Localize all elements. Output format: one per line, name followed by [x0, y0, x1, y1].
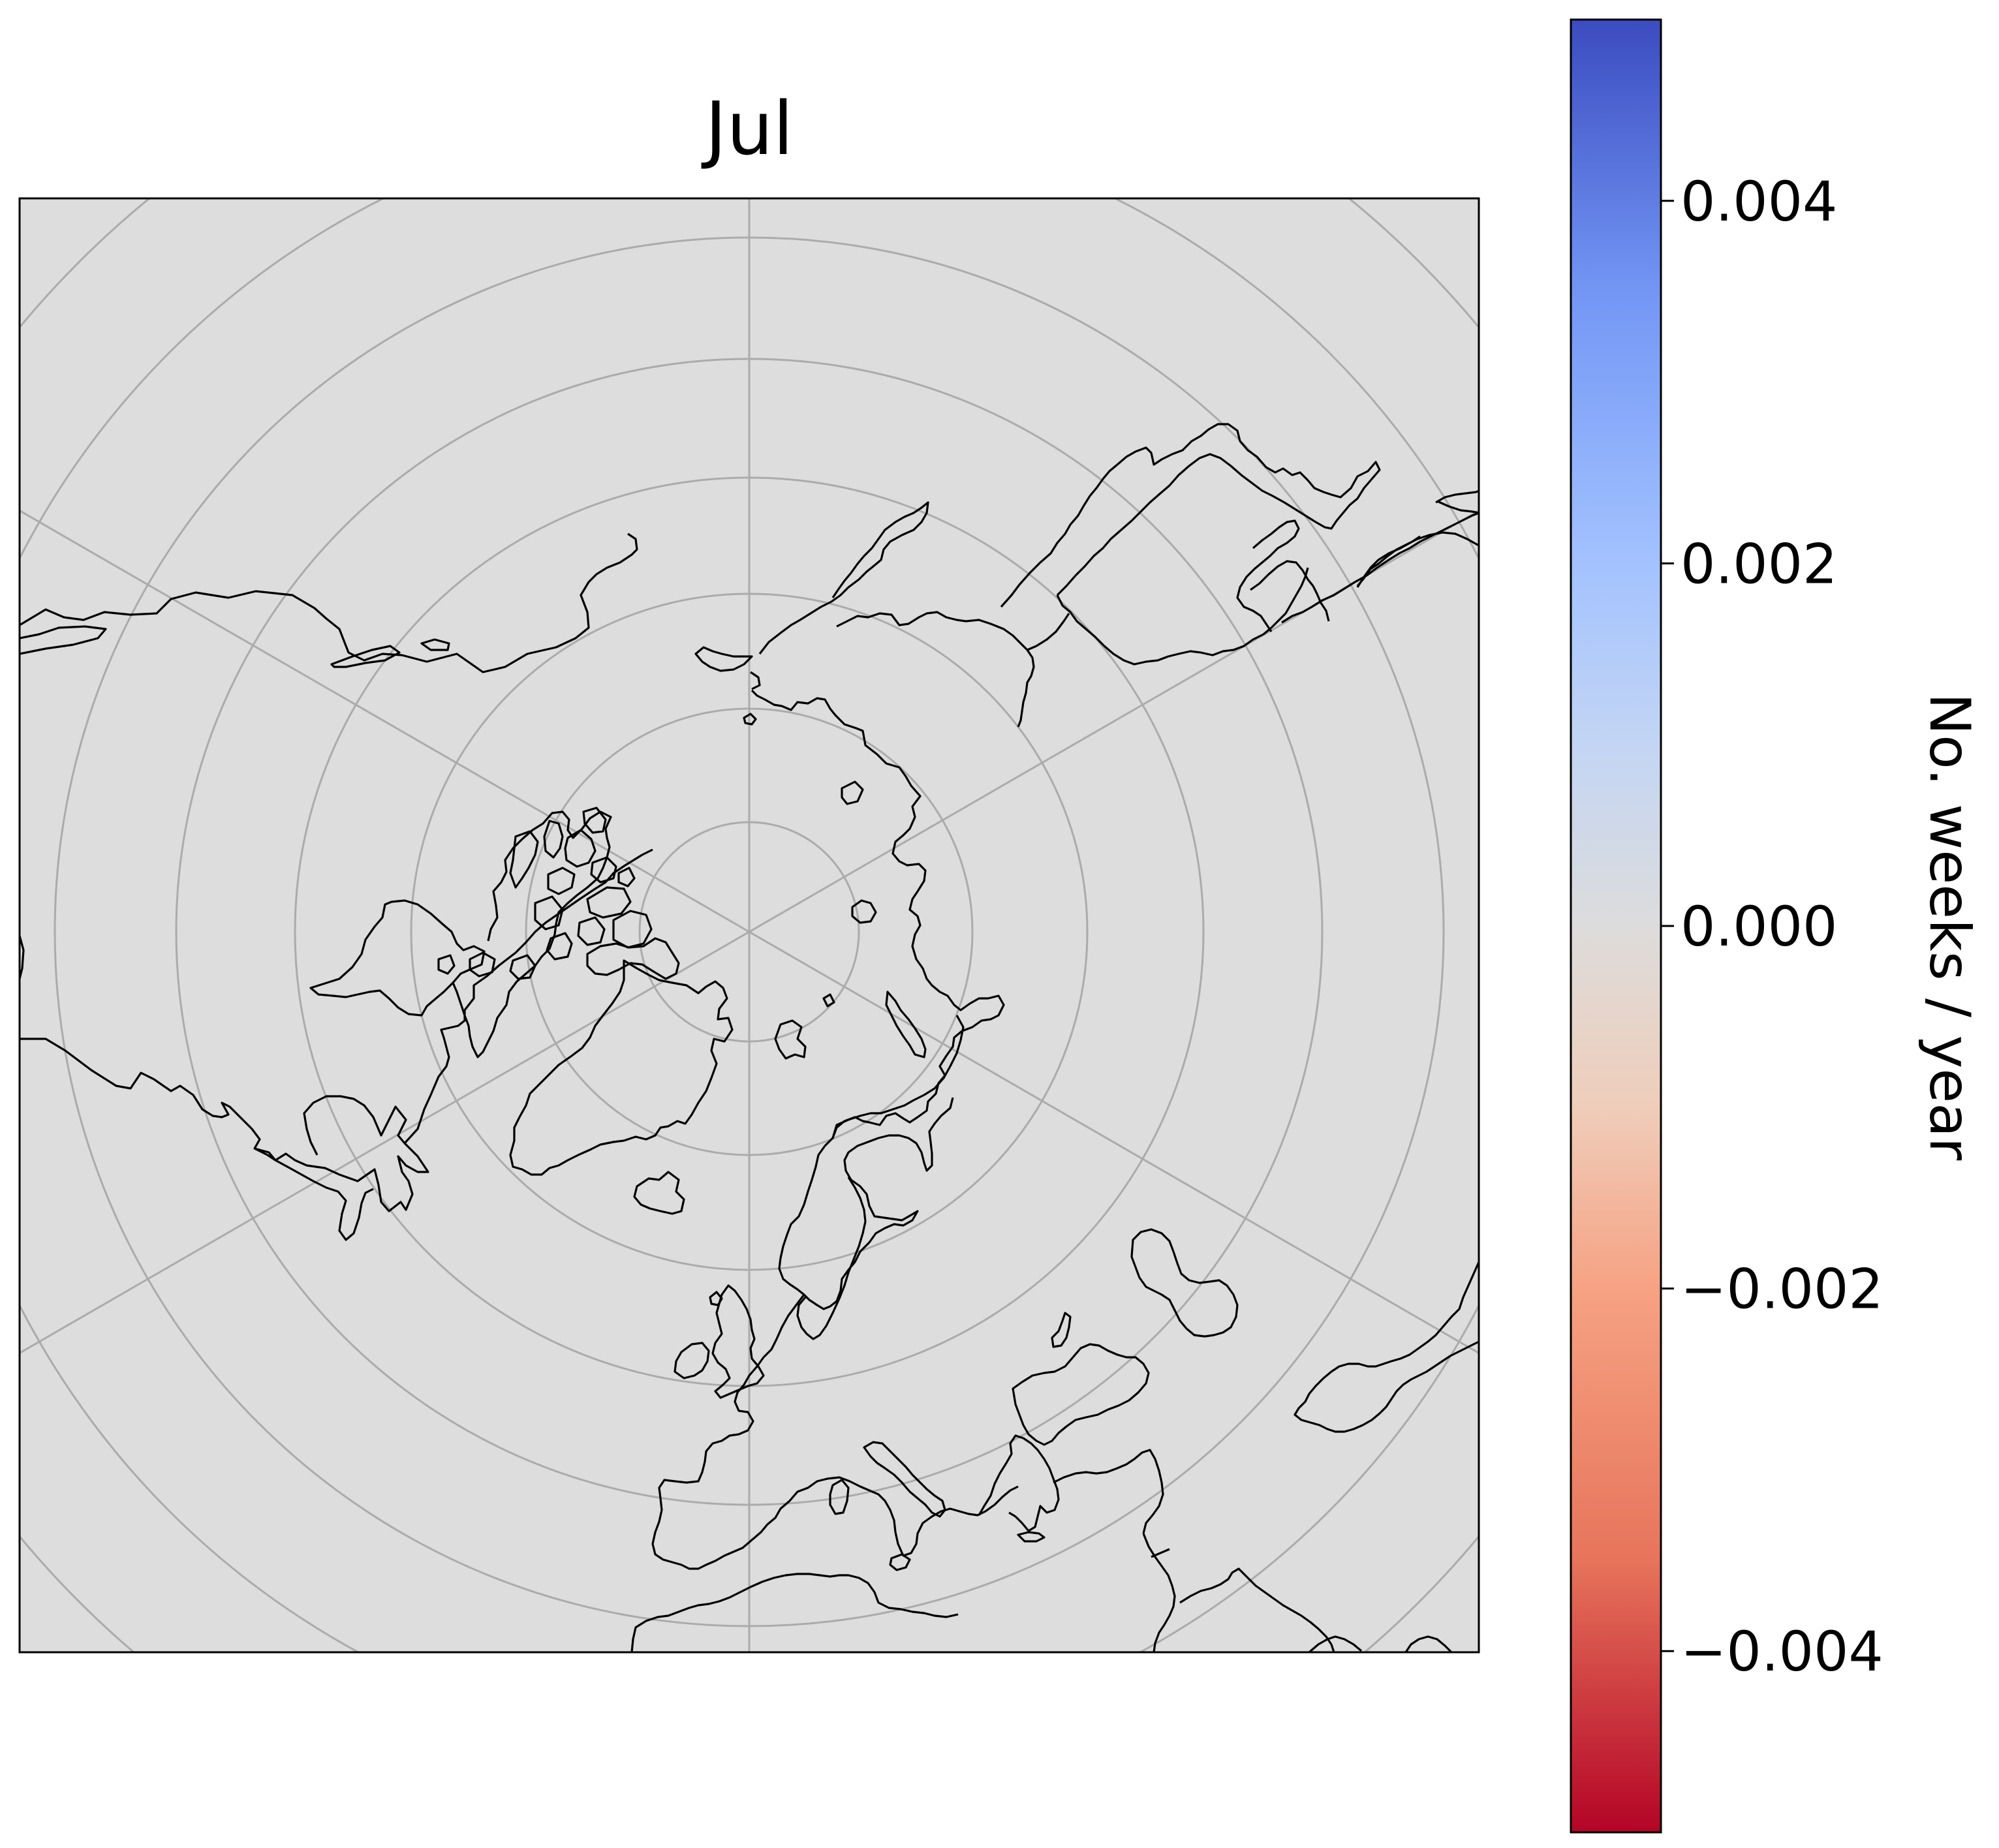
coastline-india-2 [1404, 1635, 1453, 1652]
coastline-archipelago-island-8 [534, 895, 564, 931]
coastline-caspian [1130, 1228, 1239, 1338]
coastline-italy [863, 1441, 946, 1518]
coastline-taiwan-south [1435, 489, 1479, 504]
coastline-severnaya-zemlya [841, 780, 864, 805]
coastline-alaska-south [20, 1038, 429, 1212]
coastline-chukotka-2 [836, 611, 1035, 728]
coastline-baltic [796, 1177, 867, 1340]
coastline-middle-east [1142, 1533, 1176, 1652]
coastline-east-siberia [751, 689, 1005, 1139]
coastline-alaska-peninsula [254, 1147, 374, 1241]
coastline-canada-west [403, 848, 653, 1145]
coastline-siberia-arctic [694, 646, 753, 672]
coastline-archipelago-island-15 [546, 932, 573, 961]
coastline-chukotka [758, 501, 929, 654]
coastline-archipelago-island-6 [547, 867, 576, 895]
coastline-archipelago-island-4 [582, 807, 607, 834]
coastline-east-asia-north [1000, 423, 1381, 608]
coastline-persian-gulf-2 [1151, 1548, 1170, 1558]
coastline-british-isles [711, 1284, 765, 1399]
coastline-archipelago-island-9 [612, 910, 653, 949]
coastline-india [1308, 1635, 1363, 1652]
coastline-southeast-asia [1294, 1261, 1479, 1433]
coastline-scotland-islands [709, 1291, 723, 1306]
colorbar-tick-label: 0.000 [1681, 895, 1837, 959]
coastline-scandinavia [778, 1015, 965, 1310]
colorbar-tick-label: −0.002 [1681, 1257, 1883, 1321]
coastline-balkans-greece [978, 1434, 1060, 1532]
coastline-small-island-1 [420, 638, 450, 651]
coastline-sardinia [829, 1479, 850, 1515]
coastline-hudson-bay [309, 899, 486, 1017]
coastlines [20, 423, 1479, 1652]
coastline-archipelago-island-2 [543, 820, 564, 859]
coastline-ellesmere [586, 937, 680, 980]
coastline-east-china-coast [1356, 531, 1479, 587]
coastline-baffin-region [452, 810, 612, 1058]
coastline-archipelago-island-5 [590, 856, 617, 884]
coastline-novaya-zemlya [885, 991, 927, 1058]
coastline-japan-north [1250, 560, 1330, 622]
coastline-archipelago-island-11 [509, 954, 536, 980]
colorbar-tick-label: 0.002 [1681, 532, 1837, 596]
coastline-archipelago-island-1 [509, 830, 539, 889]
coastline-archipelago-island-10 [577, 916, 606, 946]
coastline-archipelago-island-14 [617, 867, 636, 887]
coastline-persian-gulf [1179, 1567, 1335, 1652]
map-title: Jul [701, 87, 793, 172]
coastline-crimea [1051, 1312, 1072, 1348]
coastline-archipelago-island-3 [564, 829, 597, 868]
coastline-archipelago-island-7 [586, 886, 632, 919]
colorbar-gradient [1570, 18, 1662, 1834]
coastline-greenland [509, 959, 734, 1176]
colorbar: 0.004 0.002 0.000 −0.002 −0.004 No. weeks / … [1570, 18, 1982, 1834]
coastline-alaska-inlet [20, 625, 107, 655]
coastline-archipelago-island-13 [437, 954, 456, 975]
coastline-black-sea [1012, 1343, 1150, 1446]
coastline-iceland [633, 1171, 685, 1215]
coastline-turkey [1053, 1449, 1164, 1534]
coastline-archipelago-island-12 [469, 951, 496, 978]
colorbar-tick-label: 0.004 [1681, 170, 1837, 234]
coastline-crete [1017, 1531, 1046, 1543]
coastline-small-russia-island [743, 713, 757, 726]
coastline-japan [1236, 519, 1300, 632]
coastline-sea-of-okhotsk [1027, 613, 1070, 651]
colorbar-label: No. weeks / year [1917, 693, 1982, 1161]
map-frame [18, 197, 1480, 1654]
coastline-north-africa [630, 1573, 959, 1652]
coastline-svalbard [774, 1019, 807, 1060]
coastline-east-asia-mid [1056, 567, 1309, 666]
coastline-europe-mainland [651, 1294, 1019, 1570]
coastline-siberia-coast-2 [750, 671, 761, 690]
coastline-ireland [674, 1342, 710, 1379]
colorbar-tick-label: −0.004 [1681, 1620, 1883, 1684]
coastline-alaska-west [20, 935, 25, 979]
coastline-north-america-arctic [20, 532, 638, 673]
coastline-korea-china [1281, 512, 1479, 624]
coastline-new-siberian [851, 899, 877, 924]
coastline-svalbard-small [822, 993, 835, 1008]
colorbar-ticks: 0.004 0.002 0.000 −0.002 −0.004 [1661, 170, 1883, 1684]
coastline-sicily [889, 1553, 911, 1571]
coastline-taiwan-coast [1436, 500, 1479, 514]
coastline-victoria-strait [330, 645, 401, 668]
